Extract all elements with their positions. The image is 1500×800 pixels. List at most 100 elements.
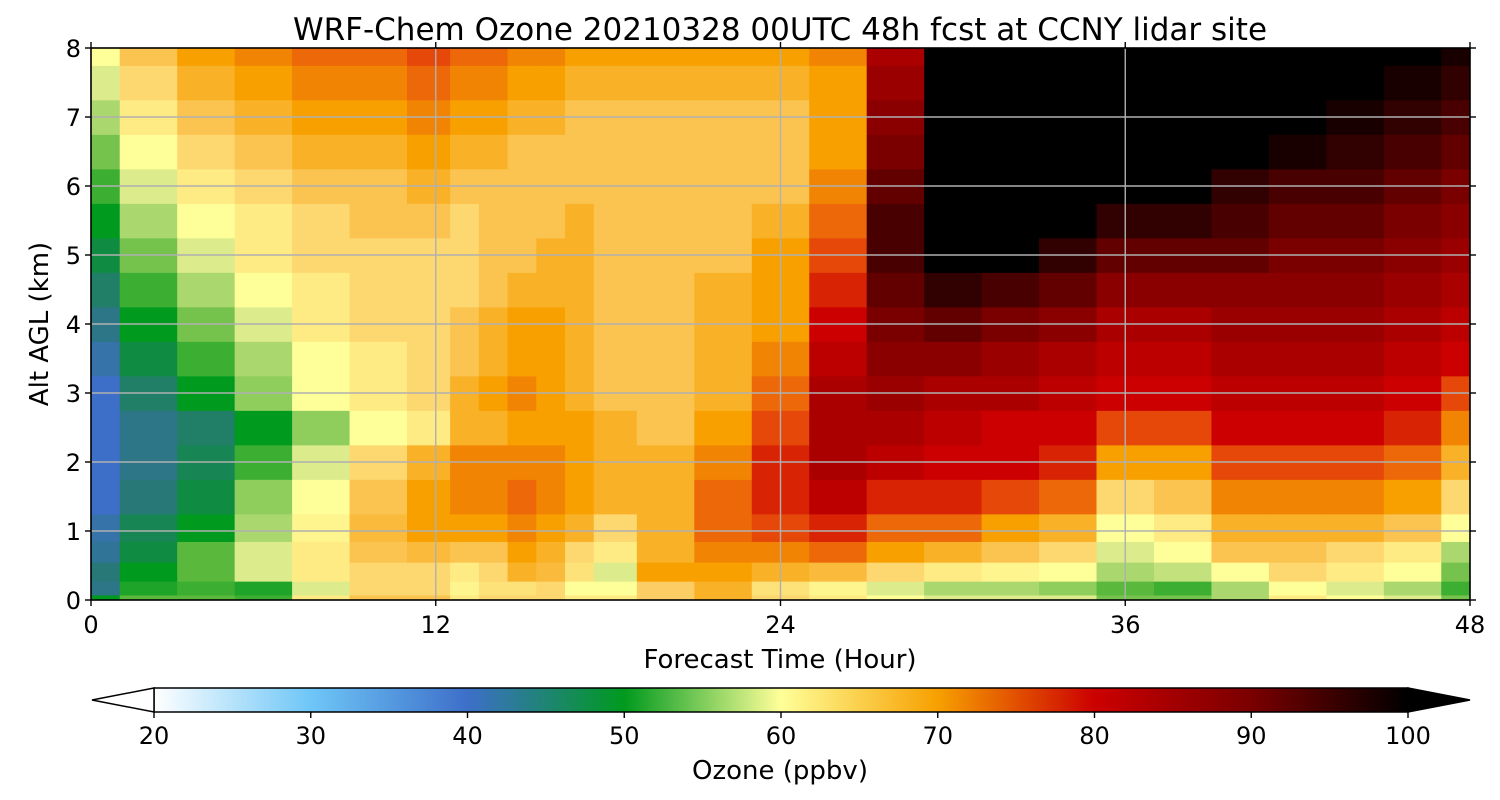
heatmap-cell — [478, 410, 509, 446]
heatmap-cell — [177, 581, 236, 596]
heatmap-cell — [507, 410, 537, 446]
x-tick-label: 24 — [765, 611, 796, 639]
heatmap-cell — [507, 134, 537, 170]
heatmap-cell — [478, 341, 509, 377]
heatmap-cell — [450, 479, 480, 515]
heatmap-cell — [1383, 541, 1442, 563]
plot-grid — [91, 48, 1470, 600]
heatmap-cell — [177, 513, 236, 542]
heatmap-cell — [1211, 65, 1270, 101]
heatmap-cell — [1441, 272, 1470, 308]
heatmap-cell — [450, 581, 480, 596]
heatmap-cell — [809, 410, 868, 446]
heatmap-cell — [694, 203, 753, 239]
heatmap-cell — [1383, 410, 1442, 446]
heatmap-cell — [507, 272, 537, 308]
heatmap-cell — [1268, 410, 1327, 446]
heatmap-cell — [177, 594, 236, 600]
colorbar: 20 30 40 50 60 70 80 90 100 Ozone (ppbv) — [91, 687, 1471, 786]
heatmap-cell — [407, 203, 451, 239]
heatmap-cell — [536, 541, 566, 563]
heatmap-cell — [1211, 203, 1270, 239]
heatmap-cell — [1211, 48, 1270, 66]
heatmap-cell — [694, 594, 753, 600]
heatmap-cell — [809, 65, 868, 101]
heatmap-cell — [1268, 203, 1327, 239]
heatmap-cell — [450, 48, 480, 66]
heatmap-cell — [593, 594, 638, 600]
heatmap-cell — [866, 541, 925, 563]
heatmap-cell — [694, 513, 753, 542]
heatmap-cell — [119, 581, 178, 596]
colorbar-tick-label: 40 — [452, 722, 483, 750]
heatmap-cell — [1326, 341, 1385, 377]
heatmap-cell — [1039, 272, 1098, 308]
heatmap-cell — [1153, 541, 1213, 563]
heatmap-cell — [866, 594, 925, 600]
heatmap-cell — [924, 594, 983, 600]
heatmap-cell — [924, 272, 983, 308]
heatmap-cell — [866, 48, 925, 66]
heatmap-cell — [507, 581, 537, 596]
heatmap-cell — [809, 541, 868, 563]
heatmap-cell — [91, 594, 121, 600]
heatmap-cell — [177, 134, 236, 170]
heatmap-cell — [636, 410, 695, 446]
heatmap-cell — [636, 48, 695, 66]
heatmap-cell — [507, 562, 537, 582]
heatmap-cell — [636, 134, 695, 170]
heatmap-cell — [636, 479, 695, 515]
heatmap-cell — [234, 541, 293, 563]
y-tick-label: 4 — [66, 311, 81, 339]
heatmap-cell — [593, 541, 638, 563]
heatmap-cell — [407, 134, 451, 170]
heatmap-cell — [407, 581, 451, 596]
heatmap-cell — [981, 479, 1040, 515]
heatmap-cell — [866, 272, 925, 308]
heatmap-cell — [407, 479, 451, 515]
heatmap-cell — [349, 594, 408, 600]
heatmap-cell — [1441, 410, 1470, 446]
heatmap-cell — [1326, 513, 1385, 542]
heatmap-cell — [1211, 410, 1270, 446]
heatmap-cell — [478, 562, 509, 582]
y-axis-label: Alt AGL (km) — [25, 242, 55, 406]
heatmap-cell — [1039, 134, 1098, 170]
heatmap-cell — [1268, 65, 1327, 101]
heatmap-cell — [1441, 513, 1470, 542]
heatmap-cell — [292, 203, 351, 239]
heatmap-cell — [292, 479, 351, 515]
heatmap-cell — [478, 65, 509, 101]
heatmap-cell — [981, 203, 1040, 239]
heatmap-cell — [507, 341, 537, 377]
heatmap-cell — [292, 48, 351, 66]
heatmap-cell — [450, 541, 480, 563]
heatmap-cell — [349, 134, 408, 170]
heatmap-cell — [91, 203, 121, 239]
heatmap-cell — [1383, 594, 1442, 600]
heatmap-cell — [536, 581, 566, 596]
heatmap-cell — [924, 513, 983, 542]
heatmap-cell — [292, 341, 351, 377]
heatmap-cell — [234, 203, 293, 239]
heatmap-cell — [450, 134, 480, 170]
y-tick-label: 8 — [66, 35, 81, 63]
heatmap-cell — [924, 48, 983, 66]
heatmap-cell — [866, 410, 925, 446]
heatmap-cell — [91, 581, 121, 596]
heatmap-cell — [234, 65, 293, 101]
heatmap-cell — [536, 48, 566, 66]
heatmap-cell — [234, 513, 293, 542]
heatmap-cell — [119, 48, 178, 66]
heatmap-cell — [478, 479, 509, 515]
heatmap-cell — [1268, 272, 1327, 308]
heatmap-cell — [924, 581, 983, 596]
heatmap-cell — [91, 272, 121, 308]
heatmap-cell — [91, 562, 121, 582]
heatmap-cell — [593, 272, 638, 308]
heatmap-cell — [1039, 581, 1098, 596]
heatmap-cell — [1441, 541, 1470, 563]
heatmap-cell — [866, 562, 925, 582]
heatmap-cell — [981, 541, 1040, 563]
heatmap-cell — [636, 272, 695, 308]
